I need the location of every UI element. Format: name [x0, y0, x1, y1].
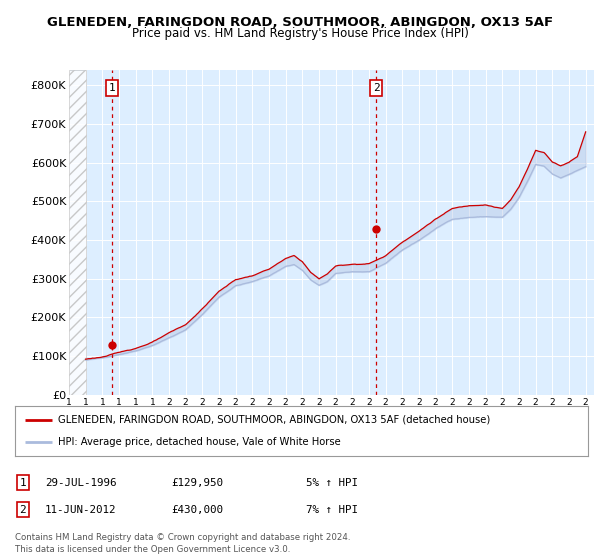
Text: Price paid vs. HM Land Registry's House Price Index (HPI): Price paid vs. HM Land Registry's House … — [131, 27, 469, 40]
Bar — [69, 70, 86, 395]
Text: GLENEDEN, FARINGDON ROAD, SOUTHMOOR, ABINGDON, OX13 5AF (detached house): GLENEDEN, FARINGDON ROAD, SOUTHMOOR, ABI… — [58, 414, 490, 424]
Text: 7% ↑ HPI: 7% ↑ HPI — [306, 505, 358, 515]
Text: Contains HM Land Registry data © Crown copyright and database right 2024.: Contains HM Land Registry data © Crown c… — [15, 533, 350, 542]
Text: £129,950: £129,950 — [171, 478, 223, 488]
Text: 2: 2 — [19, 505, 26, 515]
Text: 2: 2 — [373, 83, 380, 93]
Text: 5% ↑ HPI: 5% ↑ HPI — [306, 478, 358, 488]
Text: 11-JUN-2012: 11-JUN-2012 — [45, 505, 116, 515]
Text: 1: 1 — [109, 83, 115, 93]
Text: 29-JUL-1996: 29-JUL-1996 — [45, 478, 116, 488]
Text: £430,000: £430,000 — [171, 505, 223, 515]
Text: GLENEDEN, FARINGDON ROAD, SOUTHMOOR, ABINGDON, OX13 5AF: GLENEDEN, FARINGDON ROAD, SOUTHMOOR, ABI… — [47, 16, 553, 29]
Text: 1: 1 — [19, 478, 26, 488]
Text: This data is licensed under the Open Government Licence v3.0.: This data is licensed under the Open Gov… — [15, 545, 290, 554]
Text: HPI: Average price, detached house, Vale of White Horse: HPI: Average price, detached house, Vale… — [58, 437, 341, 447]
